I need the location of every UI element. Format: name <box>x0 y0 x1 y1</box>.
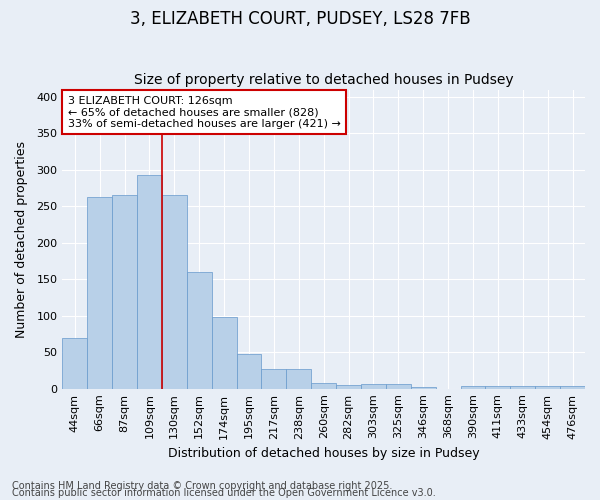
Bar <box>262 369 286 388</box>
Bar <box>236 354 262 388</box>
Y-axis label: Number of detached properties: Number of detached properties <box>15 140 28 338</box>
Bar <box>187 272 212 388</box>
Bar <box>461 386 485 388</box>
Bar <box>112 196 137 388</box>
Text: 3 ELIZABETH COURT: 126sqm
← 65% of detached houses are smaller (828)
33% of semi: 3 ELIZABETH COURT: 126sqm ← 65% of detac… <box>68 96 340 128</box>
Title: Size of property relative to detached houses in Pudsey: Size of property relative to detached ho… <box>134 73 514 87</box>
Bar <box>386 384 411 388</box>
Text: Contains HM Land Registry data © Crown copyright and database right 2025.: Contains HM Land Registry data © Crown c… <box>12 481 392 491</box>
Bar <box>411 387 436 388</box>
Bar <box>162 196 187 388</box>
Bar <box>535 386 560 388</box>
Bar <box>62 338 87 388</box>
Bar <box>311 383 336 388</box>
Text: Contains public sector information licensed under the Open Government Licence v3: Contains public sector information licen… <box>12 488 436 498</box>
Bar <box>511 386 535 388</box>
Bar <box>485 386 511 388</box>
X-axis label: Distribution of detached houses by size in Pudsey: Distribution of detached houses by size … <box>168 447 479 460</box>
Bar <box>286 369 311 388</box>
Text: 3, ELIZABETH COURT, PUDSEY, LS28 7FB: 3, ELIZABETH COURT, PUDSEY, LS28 7FB <box>130 10 470 28</box>
Bar <box>137 175 162 388</box>
Bar <box>560 386 585 388</box>
Bar <box>212 317 236 388</box>
Bar <box>361 384 386 388</box>
Bar <box>87 197 112 388</box>
Bar <box>336 385 361 388</box>
